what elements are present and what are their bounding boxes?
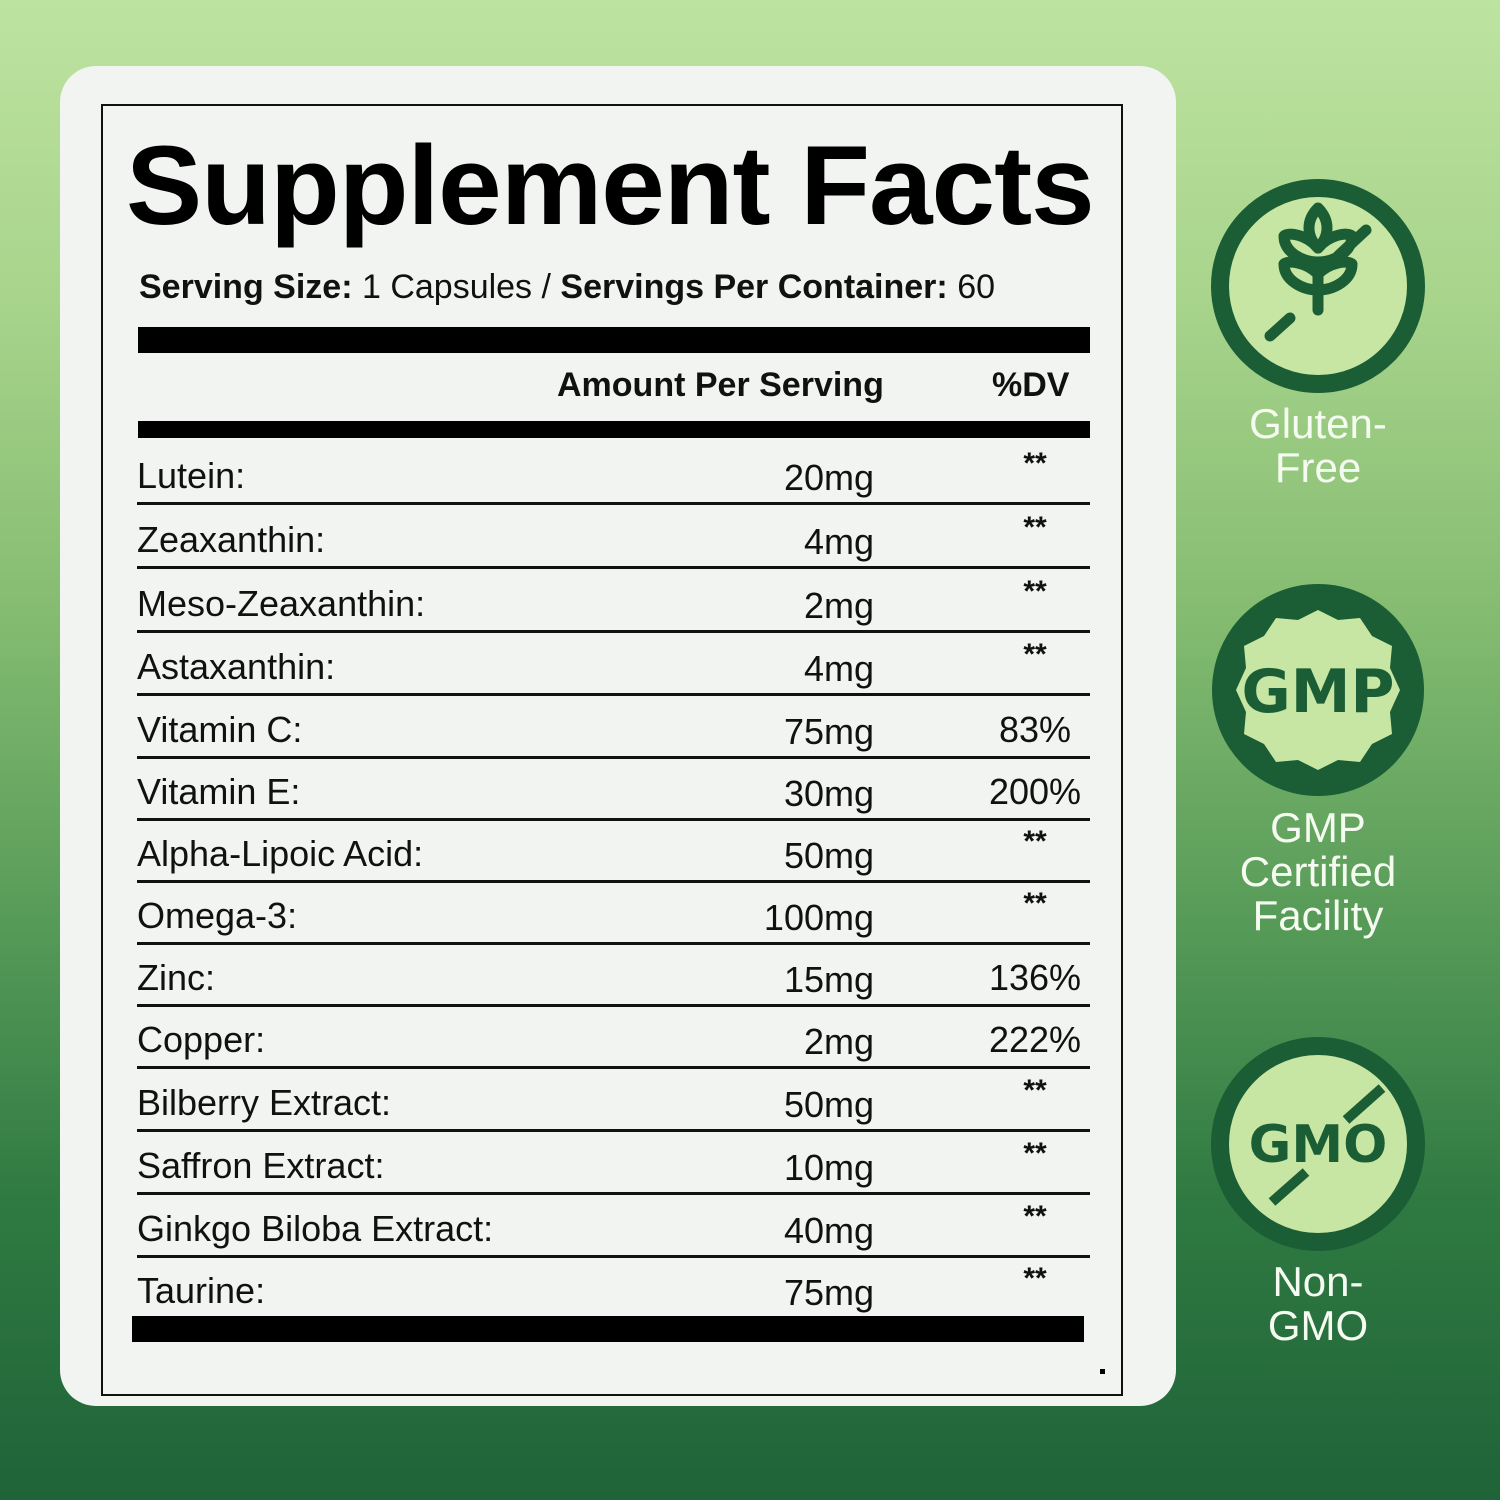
nutrient-dv: ** xyxy=(1023,511,1047,544)
marker-dot xyxy=(1100,1369,1105,1374)
nutrient-name: Ginkgo Biloba Extract: xyxy=(137,1208,494,1249)
nutrient-amount: 20mg xyxy=(783,457,874,498)
badge-caption-line: GMO xyxy=(1267,1302,1369,1349)
nutrient-name: Vitamin E: xyxy=(137,771,301,812)
nutrient-amount: 10mg xyxy=(783,1147,874,1188)
thick-divider xyxy=(138,421,1090,438)
non-gmo-badge: GMO Non- GMO xyxy=(1210,1036,1426,1348)
nutrient-name: Zinc: xyxy=(137,957,216,998)
nutrient-row: Ginkgo Biloba Extract: 40mg ** xyxy=(137,1196,1090,1258)
nutrient-amount: 50mg xyxy=(783,1084,874,1125)
thick-divider xyxy=(138,327,1090,353)
badge-caption-line: Facility xyxy=(1252,892,1384,939)
nutrient-name: Taurine: xyxy=(137,1270,266,1311)
gmp-seal-icon: GMP xyxy=(1212,584,1424,796)
nutrient-row: Copper: 2mg 222% xyxy=(137,1007,1090,1069)
nutrient-amount: 2mg xyxy=(803,1021,874,1062)
servings-per-container-value: 60 xyxy=(947,268,996,306)
nutrient-dv: 200% xyxy=(988,771,1082,812)
nutrient-dv: ** xyxy=(1023,447,1047,480)
badge-caption-line: GMP xyxy=(1270,804,1366,851)
label-title: Supplement Facts xyxy=(126,123,1095,248)
gmp-certified-badge: GMP GMP Certified Facility xyxy=(1210,582,1426,938)
nutrient-amount: 50mg xyxy=(783,835,874,876)
badge-caption-line: Gluten- xyxy=(1249,400,1387,447)
nutrient-name: Saffron Extract: xyxy=(137,1145,385,1186)
nutrient-row: Taurine: 75mg ** xyxy=(137,1258,1090,1320)
nutrient-dv: ** xyxy=(1023,825,1047,858)
nutrient-dv: ** xyxy=(1023,575,1047,608)
no-wheat-icon xyxy=(1211,179,1425,393)
nutrient-row: Zinc: 15mg 136% xyxy=(137,945,1090,1007)
badge-caption-line: Free xyxy=(1274,444,1362,491)
nutrient-row: Lutein: 20mg ** xyxy=(137,443,1090,505)
nutrient-name: Meso-Zeaxanthin: xyxy=(137,583,426,624)
nutrient-row: Saffron Extract: 10mg ** xyxy=(137,1133,1090,1195)
nutrient-amount: 30mg xyxy=(783,773,874,814)
nutrient-row: Alpha-Lipoic Acid: 50mg ** xyxy=(137,821,1090,883)
nutrient-row: Vitamin E: 30mg 200% xyxy=(137,759,1090,821)
nutrient-name: Copper: xyxy=(137,1019,266,1060)
badge-caption-line: Non- xyxy=(1272,1258,1364,1305)
serving-info: Serving Size: 1 Capsules / Servings Per … xyxy=(139,268,995,307)
nutrient-dv: ** xyxy=(1023,1137,1047,1170)
nutrient-name: Vitamin C: xyxy=(137,709,303,750)
nutrient-row: Meso-Zeaxanthin: 2mg ** xyxy=(137,571,1090,633)
badge-caption-line: Certified xyxy=(1239,848,1397,895)
nutrient-row: Zeaxanthin: 4mg ** xyxy=(137,507,1090,569)
nutrient-amount: 75mg xyxy=(783,1272,874,1313)
no-gmo-icon: GMO xyxy=(1211,1037,1425,1251)
nutrient-dv: ** xyxy=(1023,638,1047,671)
nutrient-name: Astaxanthin: xyxy=(137,646,336,687)
svg-text:GMP: GMP xyxy=(1242,657,1395,727)
nutrient-row: Vitamin C: 75mg 83% xyxy=(137,697,1090,759)
nutrient-name: Bilberry Extract: xyxy=(137,1082,392,1123)
nutrient-amount: 4mg xyxy=(803,648,874,689)
nutrient-row: Astaxanthin: 4mg ** xyxy=(137,634,1090,696)
bottom-divider xyxy=(132,1316,1084,1342)
nutrient-dv: ** xyxy=(1023,1262,1047,1295)
serving-size-label: Serving Size: xyxy=(139,268,353,306)
svg-text:GMO: GMO xyxy=(1249,1115,1388,1175)
gluten-free-badge: Gluten- Free xyxy=(1210,178,1426,490)
amount-column-header: Amount Per Serving xyxy=(557,366,884,404)
supplement-facts-panel xyxy=(101,104,1123,1396)
nutrient-dv: ** xyxy=(1023,1200,1047,1233)
nutrient-dv: ** xyxy=(1023,887,1047,920)
nutrient-dv: ** xyxy=(1023,1074,1047,1107)
servings-per-container-label: Servings Per Container: xyxy=(560,268,948,306)
nutrient-amount: 75mg xyxy=(783,711,874,752)
nutrient-amount: 4mg xyxy=(803,521,874,562)
nutrient-amount: 15mg xyxy=(783,959,874,1000)
nutrient-row: Bilberry Extract: 50mg ** xyxy=(137,1070,1090,1132)
nutrient-name: Alpha-Lipoic Acid: xyxy=(137,833,424,874)
nutrient-name: Lutein: xyxy=(137,455,246,496)
nutrient-row: Omega-3: 100mg ** xyxy=(137,883,1090,945)
nutrient-amount: 2mg xyxy=(803,585,874,626)
nutrient-dv: 83% xyxy=(998,709,1072,750)
nutrient-dv: 222% xyxy=(988,1019,1082,1060)
nutrient-name: Zeaxanthin: xyxy=(137,519,326,560)
serving-size-value: 1 Capsules / xyxy=(352,268,561,306)
dv-column-header: %DV xyxy=(992,366,1070,404)
nutrient-amount: 40mg xyxy=(783,1210,874,1251)
nutrient-name: Omega-3: xyxy=(137,895,298,936)
nutrient-dv: 136% xyxy=(988,957,1082,998)
nutrient-amount: 100mg xyxy=(763,897,874,938)
